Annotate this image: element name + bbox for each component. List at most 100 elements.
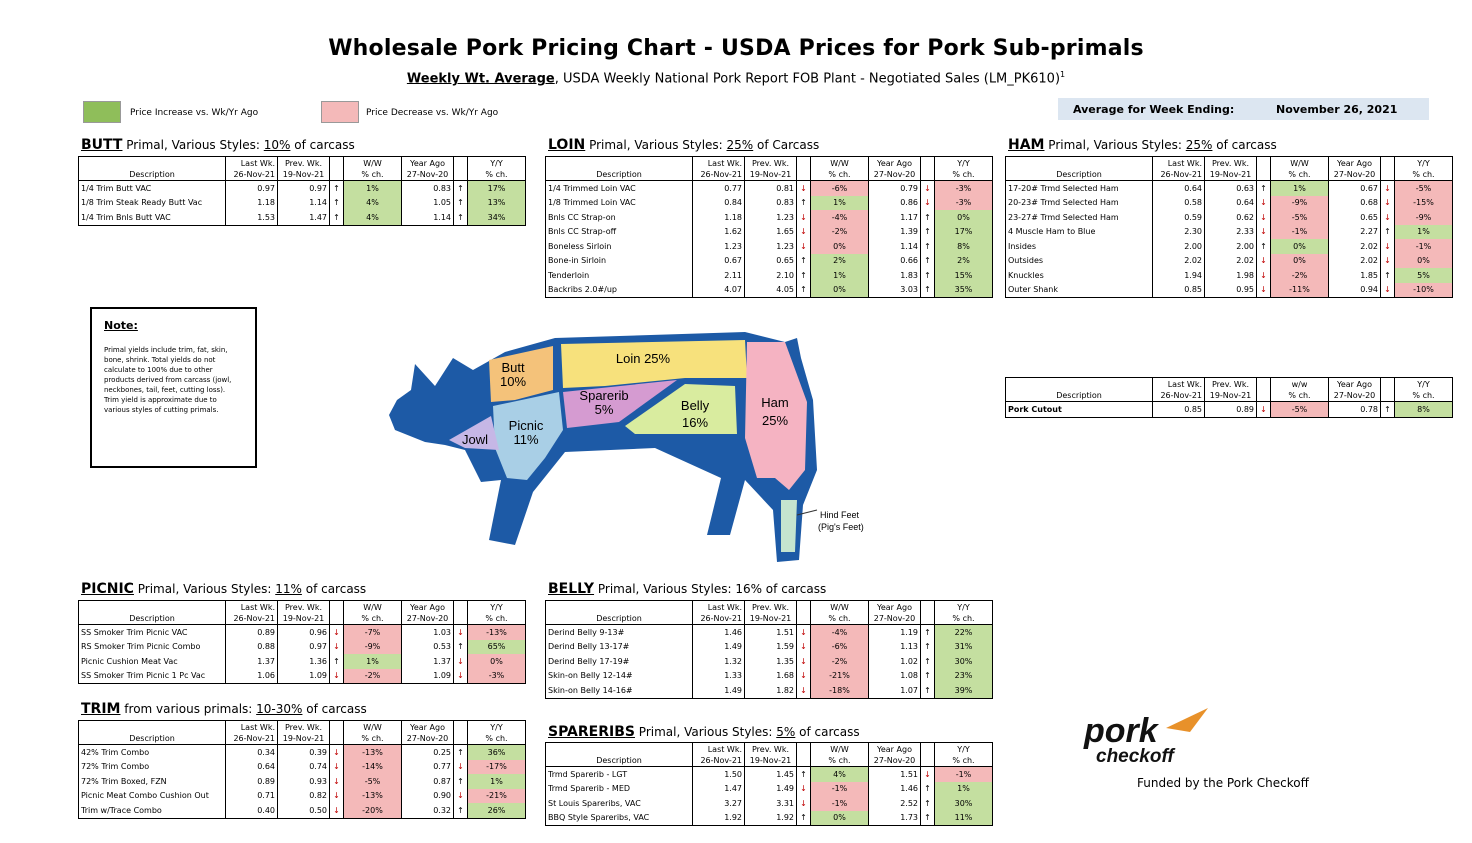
col-header [1005, 156, 1153, 169]
ww-change: -18% [810, 683, 869, 698]
yy-change: 65% [467, 639, 526, 654]
col-header: Prev. Wk. [744, 742, 797, 755]
last-week-price: 1.92 [692, 810, 745, 826]
ww-change: 4% [343, 210, 402, 225]
arrow-down-icon: ↓ [1256, 210, 1271, 225]
col-header: 26-Nov-21 [692, 613, 745, 625]
pig-picnic-region [493, 392, 563, 480]
note-title: Note: [104, 319, 138, 332]
picnic-section-header: PICNIC Primal, Various Styles: 11% of ca… [81, 581, 367, 597]
table-row: Insides 2.00 2.00 ↑ 0% 2.02 ↓ -1% [1005, 239, 1453, 254]
table-row: Skin-on Belly 12-14# 1.33 1.68 ↓ -21% 1.08 ↑ 23… [545, 668, 993, 683]
table-row: Picnic Cushion Meat Vac 1.37 1.36 ↑ 1% 1.37 ↓ 0… [78, 654, 526, 669]
yy-change: 0% [1394, 253, 1453, 268]
row-description: 42% Trim Combo [78, 744, 226, 760]
arrow-down-icon: ↓ [329, 639, 344, 654]
col-header [1256, 169, 1271, 181]
year-ago-price: 0.83 [401, 180, 454, 196]
last-week-price: 3.27 [692, 796, 745, 811]
col-header: Prev. Wk. [277, 600, 330, 613]
col-header: Y/Y [467, 600, 526, 613]
table-row: Bone-in Sirloin 0.67 0.65 ↑ 2% 0.66 ↑ 2% [545, 253, 993, 268]
yy-change: 15% [934, 268, 993, 283]
yy-change: -15% [1394, 195, 1453, 210]
row-description: 17-20# Trmd Selected Ham [1005, 180, 1153, 196]
yy-change: 0% [934, 210, 993, 225]
arrow-down-icon: ↓ [1380, 282, 1395, 298]
ww-change: -21% [810, 668, 869, 683]
col-header [920, 742, 935, 755]
col-header: 27-Nov-20 [401, 733, 454, 745]
arrow-down-icon: ↓ [329, 759, 344, 774]
arrow-down-icon: ↓ [329, 803, 344, 818]
ww-change: 0% [1270, 253, 1329, 268]
table-row: Skin-on Belly 14-16# 1.49 1.82 ↓ -18% 1.07 ↑ 39… [545, 683, 993, 698]
year-ago-price: 1.05 [401, 195, 454, 210]
col-header: Year Ago [401, 156, 454, 169]
row-description: 1/8 Trim Steak Ready Butt Vac [78, 195, 226, 210]
prev-week-price: 0.93 [277, 774, 330, 789]
col-header: % ch. [1270, 169, 1329, 181]
col-header [453, 720, 468, 733]
col-header: Prev. Wk. [744, 156, 797, 169]
col-header: 26-Nov-21 [692, 755, 745, 767]
legend-decrease-label: Price Decrease vs. Wk/Yr Ago [366, 108, 499, 118]
yy-change: 31% [934, 639, 993, 654]
col-header [78, 600, 226, 613]
arrow-down-icon: ↓ [1256, 195, 1271, 210]
last-week-price: 4.07 [692, 282, 745, 298]
col-header [453, 156, 468, 169]
last-week-price: 1.46 [692, 624, 745, 640]
ww-change: -11% [1270, 282, 1329, 298]
col-header: Last Wk. [692, 742, 745, 755]
row-description: Skin-on Belly 12-14# [545, 668, 693, 683]
col-header: 19-Nov-21 [277, 613, 330, 625]
prev-week-price: 1.45 [744, 766, 797, 782]
arrow-down-icon: ↓ [1256, 224, 1271, 239]
ww-change: -9% [343, 639, 402, 654]
svg-text:pork: pork [1083, 712, 1160, 750]
pig-belly-pct: 16% [682, 415, 708, 430]
last-week-price: 1.18 [225, 195, 278, 210]
prev-week-price: 0.89 [1204, 401, 1257, 417]
row-description: 72% Trim Boxed, FZN [78, 774, 226, 789]
arrow-up-icon: ↑ [1256, 239, 1271, 254]
col-header: 26-Nov-21 [1152, 390, 1205, 402]
col-header: Year Ago [1328, 156, 1381, 169]
last-week-price: 0.40 [225, 803, 278, 818]
row-description: 1/4 Trim Bnls Butt VAC [78, 210, 226, 225]
col-header: % ch. [934, 613, 993, 625]
arrow-up-icon: ↑ [1380, 224, 1395, 239]
pig-sparerib-label: Sparerib [579, 388, 628, 403]
col-header [453, 613, 468, 625]
ham-section-header: HAM Primal, Various Styles: 25% of carca… [1008, 137, 1277, 153]
col-header: W/W [810, 742, 869, 755]
yy-change: 17% [934, 224, 993, 239]
row-description: Derind Belly 13-17# [545, 639, 693, 654]
col-header [545, 742, 693, 755]
prev-week-price: 1.59 [744, 639, 797, 654]
col-header [920, 169, 935, 181]
arrow-up-icon: ↑ [453, 774, 468, 789]
arrow-up-icon: ↑ [453, 195, 468, 210]
col-header: Y/Y [1394, 156, 1453, 169]
arrow-down-icon: ↓ [796, 239, 811, 254]
col-header: % ch. [810, 755, 869, 767]
arrow-down-icon: ↓ [1380, 180, 1395, 196]
yy-change: 23% [934, 668, 993, 683]
col-header: W/W [810, 600, 869, 613]
prev-week-price: 0.82 [277, 788, 330, 803]
col-header: % ch. [1394, 390, 1453, 402]
spareribs-price-table: Last Wk. Prev. Wk. W/W Year Ago Y/Y Descripti… [545, 742, 993, 826]
pork-cutout-table: Last Wk. Prev. Wk. w/w Year Ago Y/Y Descripti… [1005, 377, 1453, 418]
col-header [1256, 156, 1271, 169]
prev-week-price: 0.81 [744, 180, 797, 196]
year-ago-price: 0.79 [868, 180, 921, 196]
year-ago-price: 2.02 [1328, 239, 1381, 254]
ww-change: -1% [1270, 224, 1329, 239]
row-description: SS Smoker Trim Picnic VAC [78, 624, 226, 640]
prev-week-price: 1.23 [744, 239, 797, 254]
pig-butt-label: Butt [501, 360, 525, 375]
arrow-up-icon: ↑ [329, 195, 344, 210]
col-header: W/W [343, 156, 402, 169]
